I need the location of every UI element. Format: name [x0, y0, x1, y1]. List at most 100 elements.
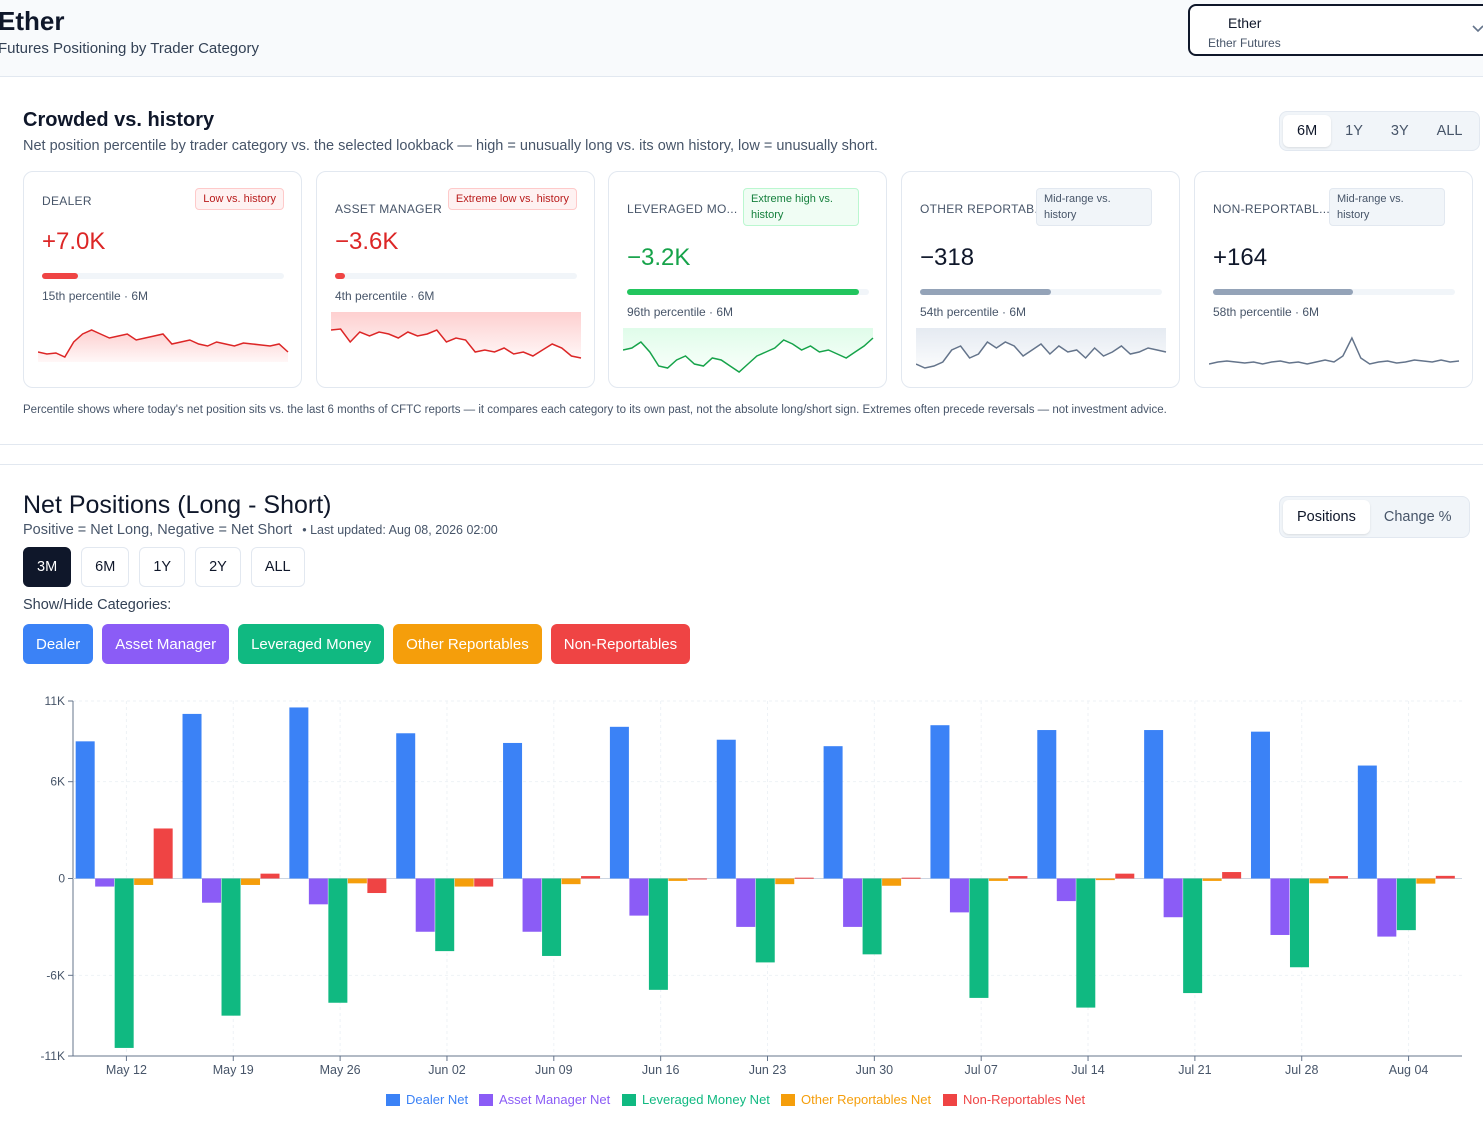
- bar-non-reportables-net[interactable]: [581, 876, 601, 879]
- bar-other-reportables-net[interactable]: [561, 878, 581, 885]
- page-header: Ether Futures Positioning by Trader Cate…: [0, 0, 1483, 77]
- bar-dealer-net[interactable]: [182, 713, 202, 879]
- lookback-option-6m[interactable]: 6M: [1283, 115, 1332, 147]
- legend-item[interactable]: Other Reportables Net: [781, 1092, 931, 1107]
- bar-non-reportables-net[interactable]: [687, 878, 707, 880]
- bar-leveraged-money-net[interactable]: [114, 878, 134, 1048]
- legend-label: Other Reportables Net: [801, 1092, 931, 1107]
- bar-other-reportables-net[interactable]: [1202, 878, 1222, 881]
- bar-non-reportables-net[interactable]: [260, 873, 280, 879]
- category-toggle-asset-manager[interactable]: Asset Manager: [102, 624, 230, 664]
- bar-leveraged-money-net[interactable]: [862, 878, 882, 955]
- bar-asset-manager-net[interactable]: [415, 878, 435, 932]
- bar-leveraged-money-net[interactable]: [1289, 878, 1309, 968]
- card-label: LEVERAGED MO...: [627, 202, 738, 216]
- bar-leveraged-money-net[interactable]: [1396, 878, 1416, 931]
- range-button-all[interactable]: ALL: [250, 547, 305, 587]
- bar-leveraged-money-net[interactable]: [969, 878, 989, 998]
- bar-asset-manager-net[interactable]: [1163, 878, 1183, 918]
- bar-other-reportables-net[interactable]: [1309, 878, 1329, 884]
- bar-asset-manager-net[interactable]: [308, 878, 328, 905]
- sparkline-line: [38, 329, 289, 358]
- bar-non-reportables-net[interactable]: [794, 877, 814, 879]
- lookback-option-1y[interactable]: 1Y: [1345, 123, 1363, 139]
- bar-other-reportables-net[interactable]: [988, 878, 1008, 881]
- mode-option-change[interactable]: Change %: [1383, 509, 1452, 525]
- asset-selector[interactable]: Ether Ether Futures: [1188, 4, 1483, 56]
- bar-asset-manager-net[interactable]: [843, 878, 863, 927]
- bar-leveraged-money-net[interactable]: [755, 878, 775, 963]
- bar-other-reportables-net[interactable]: [241, 878, 261, 885]
- card-label: ASSET MANAGER: [335, 202, 443, 216]
- net-positions-chart: 11K 6K 0 -6K -11K May 12 May 19 May 26 Jun 02 Jun…: [41, 694, 1462, 1107]
- bar-non-reportables-net[interactable]: [153, 828, 173, 879]
- bar-leveraged-money-net[interactable]: [328, 878, 348, 1003]
- legend-item[interactable]: Dealer Net: [386, 1092, 469, 1107]
- legend-item[interactable]: Non-Reportables Net: [943, 1092, 1086, 1107]
- percentile-card: DEALER Low vs. history +7.0K 15th percentil…: [23, 171, 302, 388]
- bar-dealer-net[interactable]: [609, 726, 629, 879]
- bar-other-reportables-net[interactable]: [882, 878, 902, 886]
- bar-dealer-net[interactable]: [930, 725, 950, 879]
- lookback-option-all[interactable]: ALL: [1436, 123, 1463, 139]
- sparkline-line: [1209, 336, 1460, 365]
- bar-asset-manager-net[interactable]: [1377, 878, 1397, 937]
- bar-leveraged-money-net[interactable]: [648, 878, 668, 990]
- bar-dealer-net[interactable]: [1144, 730, 1164, 879]
- bar-asset-manager-net[interactable]: [736, 878, 756, 927]
- bar-dealer-net[interactable]: [1037, 730, 1057, 879]
- mode-option-positions[interactable]: Positions: [1283, 500, 1370, 534]
- bar-asset-manager-net[interactable]: [949, 878, 969, 913]
- bar-leveraged-money-net[interactable]: [542, 878, 562, 956]
- legend-item[interactable]: Asset Manager Net: [479, 1092, 611, 1107]
- bar-non-reportables-net[interactable]: [1435, 875, 1455, 879]
- range-button-2y[interactable]: 2Y: [195, 547, 241, 587]
- bar-non-reportables-net[interactable]: [474, 878, 494, 887]
- range-button-3m[interactable]: 3M: [23, 547, 72, 587]
- bar-dealer-net[interactable]: [716, 739, 736, 879]
- lookback-option-3y[interactable]: 3Y: [1390, 123, 1409, 139]
- category-toggle-dealer[interactable]: Dealer: [23, 624, 94, 664]
- bar-non-reportables-net[interactable]: [1328, 876, 1348, 879]
- bar-dealer-net[interactable]: [75, 741, 95, 879]
- bar-other-reportables-net[interactable]: [668, 878, 688, 881]
- bar-leveraged-money-net[interactable]: [221, 878, 241, 1016]
- bar-non-reportables-net[interactable]: [1222, 872, 1242, 879]
- bar-asset-manager-net[interactable]: [1270, 878, 1290, 935]
- bar-asset-manager-net[interactable]: [95, 878, 115, 887]
- bar-leveraged-money-net[interactable]: [435, 878, 455, 952]
- status-badge: Low vs. history: [195, 188, 284, 210]
- legend-item[interactable]: Leveraged Money Net: [622, 1092, 770, 1107]
- bar-other-reportables-net[interactable]: [775, 878, 795, 885]
- bar-asset-manager-net[interactable]: [629, 878, 649, 916]
- bar-dealer-net[interactable]: [396, 733, 416, 879]
- bar-other-reportables-net[interactable]: [347, 878, 367, 884]
- bar-leveraged-money-net[interactable]: [1076, 878, 1096, 1008]
- range-button-6m[interactable]: 6M: [81, 547, 130, 587]
- category-toggle-other-reportables[interactable]: Other Reportables: [393, 624, 542, 664]
- bar-asset-manager-net[interactable]: [522, 878, 542, 932]
- bar-non-reportables-net[interactable]: [901, 877, 921, 879]
- bar-dealer-net[interactable]: [1357, 765, 1377, 879]
- range-button-1y[interactable]: 1Y: [139, 547, 186, 587]
- bar-leveraged-money-net[interactable]: [1183, 878, 1203, 994]
- y-tick-label: 11K: [45, 694, 65, 708]
- bar-dealer-net[interactable]: [1250, 731, 1270, 879]
- percentile-bar-fill: [1213, 289, 1354, 295]
- bar-non-reportables-net[interactable]: [367, 878, 387, 894]
- bar-dealer-net[interactable]: [503, 742, 523, 879]
- bar-non-reportables-net[interactable]: [1115, 873, 1135, 879]
- bar-non-reportables-net[interactable]: [1008, 876, 1028, 879]
- bar-asset-manager-net[interactable]: [202, 878, 222, 903]
- bar-dealer-net[interactable]: [823, 746, 843, 879]
- bar-other-reportables-net[interactable]: [454, 878, 474, 887]
- category-toggle-leveraged-money[interactable]: Leveraged Money: [238, 624, 385, 664]
- legend-label: Asset Manager Net: [499, 1092, 611, 1107]
- bar-dealer-net[interactable]: [289, 707, 309, 879]
- bar-other-reportables-net[interactable]: [1416, 878, 1436, 884]
- bar-asset-manager-net[interactable]: [1056, 878, 1076, 902]
- x-tick-label: Jul 14: [1071, 1063, 1104, 1077]
- bar-other-reportables-net[interactable]: [1095, 878, 1115, 881]
- category-toggle-non-reportables[interactable]: Non-Reportables: [550, 624, 691, 664]
- bar-other-reportables-net[interactable]: [134, 878, 154, 885]
